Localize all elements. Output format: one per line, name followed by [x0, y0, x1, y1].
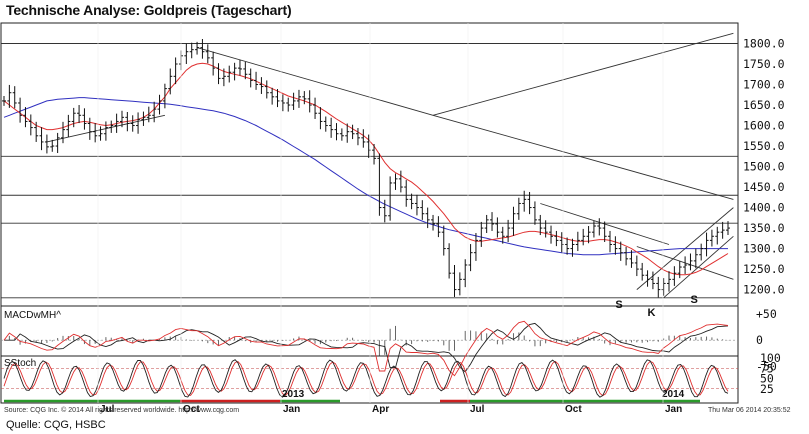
year-label-2014: 2014: [662, 389, 685, 400]
moving-average-blue: [3, 97, 728, 256]
price-tick-label: 1650.0: [743, 98, 785, 112]
year-label-2013: 2013: [282, 389, 305, 400]
price-tick-label: 1300.0: [743, 242, 785, 256]
price-panel-frame: [0, 22, 739, 307]
x-tick-label-oct: Oct: [565, 404, 582, 415]
price-tick-label: 1200.0: [743, 283, 785, 297]
stoch-layer: SStoch: [1, 358, 738, 398]
price-tick-label: 1350.0: [743, 221, 785, 235]
price-tick-label: 1800.0: [743, 37, 785, 51]
stoch-tick-label: 50: [760, 372, 774, 386]
stoch-panel-label: SStoch: [4, 358, 36, 369]
x-tick-label-jul: Jul: [470, 404, 485, 415]
x-tick-label-jan: Jan: [665, 404, 682, 415]
stoch-d-line: [3, 360, 729, 397]
pattern-label-k-1: K: [648, 307, 656, 319]
chart-footer-right: Thu Mar 06 2014 20:35:52: [708, 407, 791, 414]
macd-layer: MACDwMH^: [1, 310, 738, 377]
macd-panel-label: MACDwMH^: [4, 310, 61, 321]
pattern-label-s-2: S: [690, 294, 697, 306]
x-tick-label-jul: Jul: [100, 404, 115, 415]
stoch-tick-label: 75: [760, 361, 774, 375]
price-tick-label: 1600.0: [743, 119, 785, 133]
source-note: Quelle: CQG, HSBC: [6, 419, 106, 431]
stoch-tick-label: 25: [760, 382, 774, 396]
macd-panel-frame: [0, 305, 739, 357]
macd-line: [3, 320, 729, 377]
price-layer: S K S: [1, 32, 738, 319]
x-tick-label-jan: Jan: [283, 404, 300, 415]
price-tick-label: 1750.0: [743, 57, 785, 71]
moving-average-red: [3, 62, 729, 276]
price-tick-label: 1550.0: [743, 139, 785, 153]
trend-line-2: [432, 32, 734, 116]
axis-layer: 1800.0 1750.0 1700.0 1650.0 1600.0 1550.0 1500…: [4, 23, 785, 415]
price-tick-label: 1250.0: [743, 262, 785, 276]
x-tick-label-apr: Apr: [372, 404, 389, 415]
price-tick-label: 1400.0: [743, 201, 785, 215]
stoch-tick-label: 100: [760, 351, 781, 365]
stoch-k-line: [3, 359, 729, 398]
price-tick-label: 1500.0: [743, 160, 785, 174]
macd-tick-label: 0: [756, 333, 763, 347]
chart-footer-left: Source: CQG Inc. © 2014 All rights reser…: [4, 406, 239, 414]
price-tick-label: 1700.0: [743, 78, 785, 92]
price-tick-label: 1450.0: [743, 180, 785, 194]
x-tick-label-oct: Oct: [183, 404, 200, 415]
macd-tick-label: +50: [756, 307, 777, 321]
macd-tick-label: -50: [756, 360, 777, 374]
pattern-label-s-0: S: [615, 299, 622, 311]
chart-title: Technische Analyse: Goldpreis (Tageschar…: [6, 2, 292, 18]
